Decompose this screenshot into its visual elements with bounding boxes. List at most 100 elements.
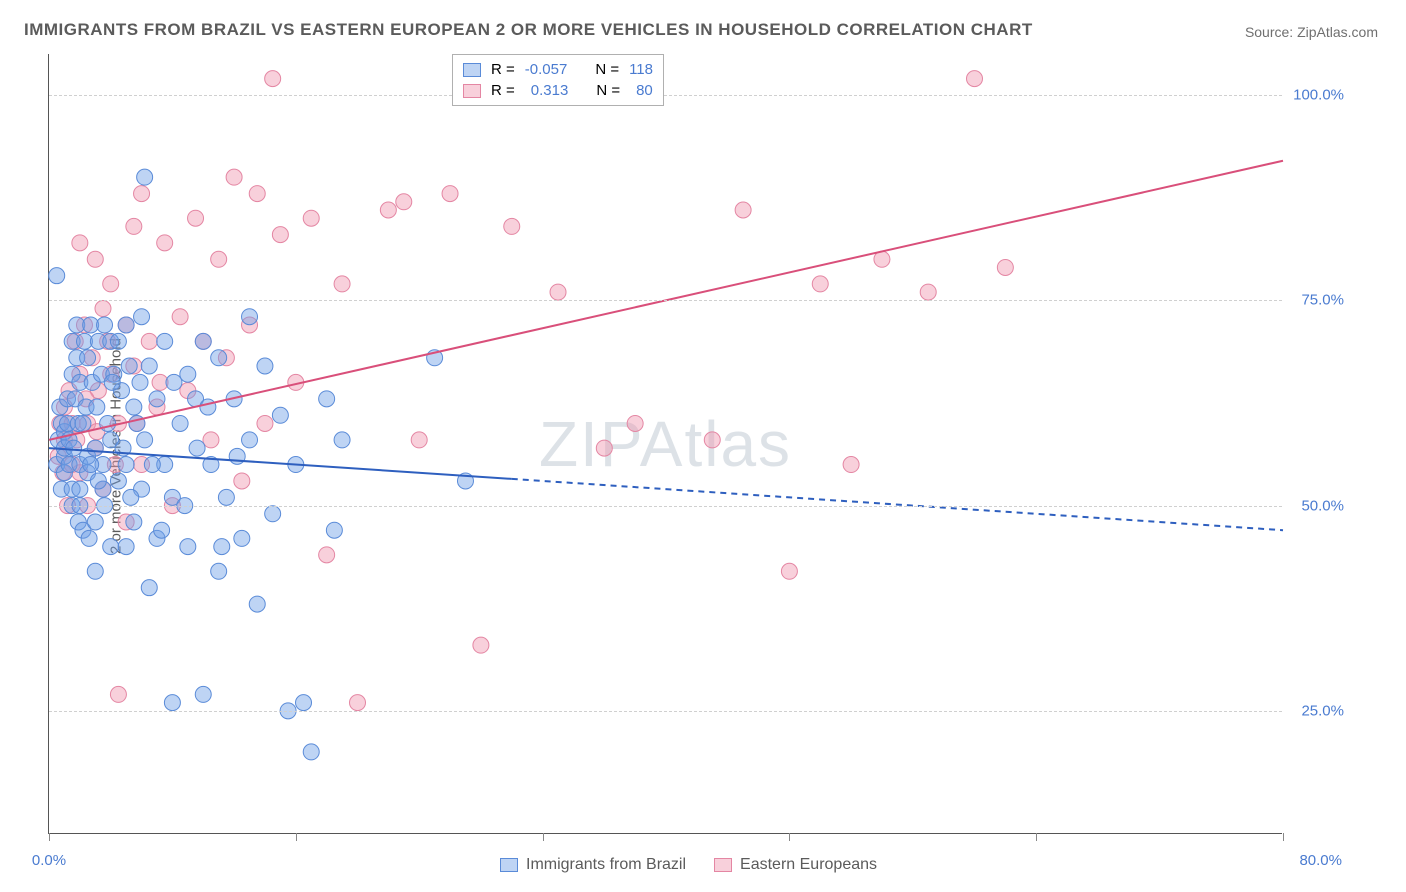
data-point bbox=[334, 276, 350, 292]
data-point bbox=[843, 457, 859, 473]
r-label: R = bbox=[491, 61, 515, 78]
legend-series: Immigrants from Brazil Eastern Europeans bbox=[500, 856, 877, 874]
x-tick bbox=[1036, 833, 1037, 841]
data-point bbox=[164, 695, 180, 711]
data-point bbox=[257, 358, 273, 374]
data-point bbox=[110, 333, 126, 349]
data-point bbox=[218, 489, 234, 505]
data-point bbox=[87, 440, 103, 456]
data-point bbox=[272, 227, 288, 243]
data-point bbox=[81, 530, 97, 546]
data-point bbox=[781, 563, 797, 579]
data-point bbox=[110, 473, 126, 489]
data-point bbox=[211, 251, 227, 267]
data-point bbox=[137, 169, 153, 185]
grid-line bbox=[49, 506, 1282, 507]
data-point bbox=[272, 407, 288, 423]
data-point bbox=[596, 440, 612, 456]
chart-title: IMMIGRANTS FROM BRAZIL VS EASTERN EUROPE… bbox=[24, 20, 1033, 40]
x-tick-label: 0.0% bbox=[32, 852, 66, 869]
data-point bbox=[126, 514, 142, 530]
data-point bbox=[967, 71, 983, 87]
grid-line bbox=[49, 95, 1282, 96]
y-tick-label: 100.0% bbox=[1293, 87, 1344, 104]
scatter-plot-svg bbox=[49, 54, 1282, 833]
data-point bbox=[211, 350, 227, 366]
data-point bbox=[319, 391, 335, 407]
data-point bbox=[104, 374, 120, 390]
y-tick-label: 50.0% bbox=[1301, 497, 1344, 514]
data-point bbox=[132, 374, 148, 390]
data-point bbox=[118, 539, 134, 555]
data-point bbox=[80, 350, 96, 366]
data-point bbox=[249, 596, 265, 612]
data-point bbox=[380, 202, 396, 218]
n-value-brazil: 118 bbox=[629, 61, 653, 78]
x-tick bbox=[543, 833, 544, 841]
data-point bbox=[226, 169, 242, 185]
data-point bbox=[126, 399, 142, 415]
data-point bbox=[257, 415, 273, 431]
data-point bbox=[997, 259, 1013, 275]
legend-row-eastern: R = 0.313 N = 80 bbox=[463, 80, 653, 101]
data-point bbox=[100, 415, 116, 431]
data-point bbox=[134, 309, 150, 325]
data-point bbox=[211, 563, 227, 579]
data-point bbox=[83, 457, 99, 473]
data-point bbox=[504, 218, 520, 234]
swatch-brazil bbox=[463, 63, 481, 77]
data-point bbox=[735, 202, 751, 218]
data-point bbox=[180, 366, 196, 382]
legend-item-eastern: Eastern Europeans bbox=[714, 856, 877, 874]
n-value-eastern: 80 bbox=[630, 82, 653, 99]
data-point bbox=[812, 276, 828, 292]
data-point bbox=[123, 489, 139, 505]
data-point bbox=[103, 539, 119, 555]
data-point bbox=[103, 276, 119, 292]
data-point bbox=[265, 506, 281, 522]
data-point bbox=[214, 539, 230, 555]
data-point bbox=[296, 695, 312, 711]
data-point bbox=[303, 744, 319, 760]
data-point bbox=[118, 317, 134, 333]
y-tick-label: 25.0% bbox=[1301, 702, 1344, 719]
data-point bbox=[172, 309, 188, 325]
data-point bbox=[172, 415, 188, 431]
data-point bbox=[319, 547, 335, 563]
data-point bbox=[157, 333, 173, 349]
data-point bbox=[234, 530, 250, 546]
data-point bbox=[265, 71, 281, 87]
regression-line bbox=[512, 479, 1283, 530]
data-point bbox=[149, 391, 165, 407]
data-point bbox=[180, 539, 196, 555]
data-point bbox=[442, 186, 458, 202]
swatch-eastern bbox=[714, 858, 732, 872]
data-point bbox=[141, 358, 157, 374]
data-point bbox=[550, 284, 566, 300]
n-label: N = bbox=[595, 61, 619, 78]
data-point bbox=[110, 686, 126, 702]
data-point bbox=[203, 432, 219, 448]
legend-row-brazil: R = -0.057 N = 118 bbox=[463, 59, 653, 80]
r-label: R = bbox=[491, 82, 515, 99]
data-point bbox=[242, 309, 258, 325]
data-point bbox=[157, 235, 173, 251]
data-point bbox=[141, 333, 157, 349]
data-point bbox=[411, 432, 427, 448]
data-point bbox=[72, 235, 88, 251]
data-point bbox=[195, 686, 211, 702]
data-point bbox=[49, 268, 65, 284]
legend-item-brazil: Immigrants from Brazil bbox=[500, 856, 686, 874]
data-point bbox=[121, 358, 137, 374]
data-point bbox=[144, 457, 160, 473]
source-attribution: Source: ZipAtlas.com bbox=[1245, 24, 1378, 40]
data-point bbox=[90, 473, 106, 489]
data-point bbox=[249, 186, 265, 202]
data-point bbox=[89, 399, 105, 415]
swatch-brazil bbox=[500, 858, 518, 872]
data-point bbox=[350, 695, 366, 711]
x-tick bbox=[1283, 833, 1284, 841]
swatch-eastern bbox=[463, 84, 481, 98]
legend-label-eastern: Eastern Europeans bbox=[740, 856, 877, 874]
legend-correlation-box: R = -0.057 N = 118 R = 0.313 N = 80 bbox=[452, 54, 664, 106]
